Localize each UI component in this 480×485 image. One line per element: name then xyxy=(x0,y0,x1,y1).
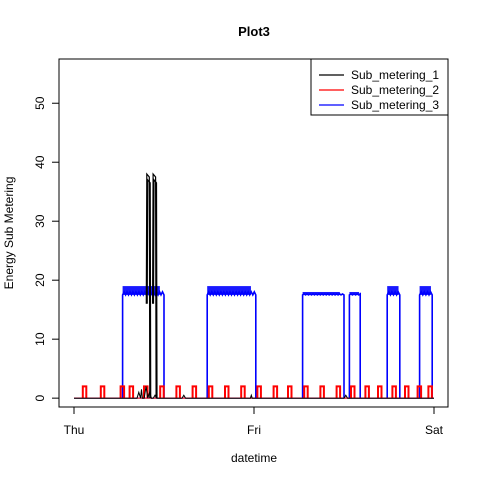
series-2-pulse xyxy=(128,385,135,399)
series-2-pulse xyxy=(404,385,410,399)
series-2-pulse xyxy=(303,385,309,399)
series-2-pulse xyxy=(159,385,165,399)
series-2-pulse xyxy=(207,385,214,399)
series-2-pulse xyxy=(377,385,383,399)
series-layer xyxy=(74,172,434,399)
series-1-spike xyxy=(145,172,151,399)
series-2-pulse xyxy=(287,385,293,399)
x-tick-label: Thu xyxy=(64,423,85,437)
y-tick-label: 40 xyxy=(33,155,47,169)
series-2-pulse xyxy=(256,385,262,399)
series-3-block-band xyxy=(302,291,340,295)
y-tick-label: 10 xyxy=(33,332,47,346)
series-2-pulse xyxy=(175,385,181,399)
series-2-pulse xyxy=(391,385,397,399)
chart-title: Plot3 xyxy=(238,24,270,39)
series-1-spike xyxy=(152,172,157,399)
series-3-block-band xyxy=(207,286,251,295)
series-2-pulse xyxy=(99,385,106,399)
series-3-block-band xyxy=(419,286,431,295)
y-axis: 0 10 20 30 40 50 xyxy=(33,96,59,401)
series-2-pulse xyxy=(427,385,433,399)
y-tick-label: 50 xyxy=(33,96,47,110)
y-tick-label: 30 xyxy=(33,214,47,228)
series-sub-metering-1 xyxy=(74,172,434,399)
series-1-spike xyxy=(146,178,152,399)
series-1-line xyxy=(74,386,434,399)
x-axis: Thu Fri Sat xyxy=(64,407,444,437)
series-3-block xyxy=(418,290,433,399)
x-tick-label: Fri xyxy=(247,423,261,437)
series-3-block-band xyxy=(387,286,399,295)
series-3-block-band xyxy=(122,286,160,295)
series-3-block xyxy=(301,292,345,399)
series-2-pulse xyxy=(350,385,356,399)
series-2-pulse xyxy=(81,385,88,399)
y-axis-label: Energy Sub Metering xyxy=(2,177,16,290)
series-3-block xyxy=(386,290,401,399)
series-2-pulse xyxy=(364,385,370,399)
legend-label: Sub_metering_1 xyxy=(351,68,439,82)
series-3-block-band xyxy=(349,291,360,295)
series-2-pulse xyxy=(335,385,342,399)
series-2-pulse xyxy=(191,385,198,399)
x-tick-label: Sat xyxy=(425,423,444,437)
series-2-pulse xyxy=(224,385,230,399)
series-2-pulse xyxy=(416,385,423,399)
y-tick-label: 0 xyxy=(33,394,47,401)
y-tick-label: 20 xyxy=(33,273,47,287)
series-1-spike xyxy=(152,178,158,399)
series-2-pulse xyxy=(319,385,325,399)
series-sub-metering-3 xyxy=(74,286,434,399)
x-axis-label: datetime xyxy=(231,451,277,465)
series-3-block xyxy=(348,292,361,399)
series-3-block xyxy=(121,289,165,399)
series-2-pulse xyxy=(272,385,279,399)
legend: Sub_metering_1Sub_metering_2Sub_metering… xyxy=(310,58,449,116)
legend-box xyxy=(310,58,449,116)
series-2-pulse xyxy=(119,385,126,399)
legend-label: Sub_metering_3 xyxy=(351,98,439,112)
series-sub-metering-2 xyxy=(74,385,434,399)
series-2-pulse xyxy=(240,385,246,399)
series-3-block xyxy=(206,289,257,399)
legend-label: Sub_metering_2 xyxy=(351,83,439,97)
